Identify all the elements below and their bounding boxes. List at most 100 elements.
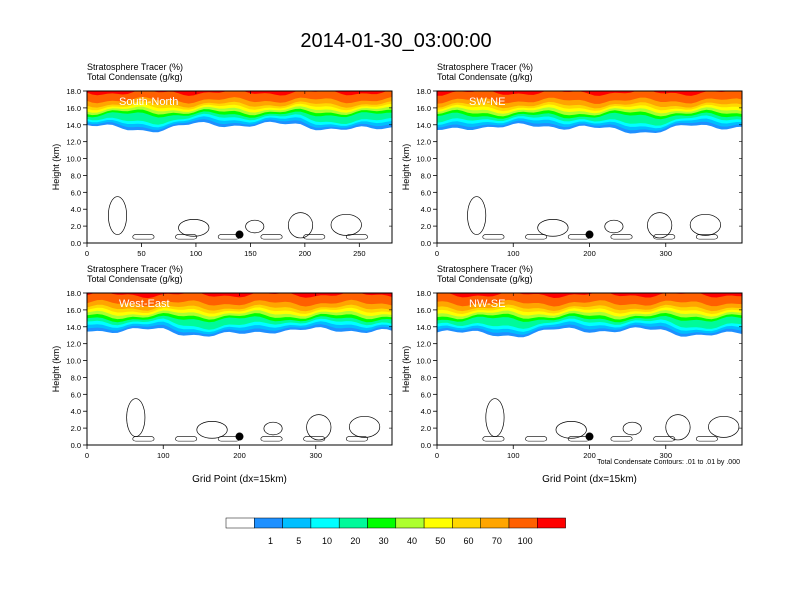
- x-tick-label: 100: [157, 451, 170, 460]
- panel-title-line2: Total Condensate (g/kg): [437, 274, 533, 284]
- panel-label: SW-NE: [469, 96, 505, 108]
- y-tick-label: 2.0: [71, 222, 81, 231]
- panel-south-north: South-North Stratosphere Tracer (%)Total …: [51, 62, 393, 258]
- y-tick-label: 8.0: [71, 171, 81, 180]
- x-tick-label: 100: [190, 249, 203, 258]
- y-tick-label: 0.0: [421, 239, 431, 248]
- colorbar-swatch: [423, 517, 453, 529]
- y-tick-label: 4.0: [421, 407, 431, 416]
- y-tick-label: 2.0: [421, 222, 431, 231]
- condensate-contour: [604, 219, 624, 234]
- colorbar-label: 60: [464, 536, 474, 546]
- plot-area: [87, 293, 392, 442]
- x-tick-label: 200: [583, 249, 596, 258]
- y-tick-label: 12.0: [416, 138, 431, 147]
- y-tick-label: 16.0: [416, 104, 431, 113]
- colorbar-swatch: [480, 517, 510, 529]
- y-tick-label: 18.0: [66, 289, 81, 298]
- tracer-band: [87, 91, 392, 104]
- plot-frame: [86, 90, 393, 244]
- condensate-contour: [132, 234, 155, 240]
- y-tick-label: 10.0: [66, 155, 81, 164]
- condensate-contour: [175, 436, 198, 442]
- condensate-contour: [260, 436, 283, 442]
- y-tick-label: 18.0: [416, 87, 431, 96]
- x-tick-label: 0: [85, 249, 89, 258]
- condensate-contour: [653, 436, 676, 442]
- y-axis-label: Height (km): [401, 346, 411, 393]
- colorbar-swatch: [225, 517, 255, 529]
- panel-west-east: West-East Stratosphere Tracer (%)Total Co…: [51, 264, 393, 485]
- x-tick-label: 150: [244, 249, 257, 258]
- y-axis-label: Height (km): [401, 144, 411, 191]
- y-tick-label: 6.0: [71, 390, 81, 399]
- condensate-contour: [485, 398, 505, 437]
- x-tick-label: 200: [299, 249, 312, 258]
- condensate-contour: [345, 436, 368, 442]
- condensate-contour: [708, 415, 740, 438]
- panel-sw-ne: SW-NE Stratosphere Tracer (%)Total Conden…: [401, 62, 743, 258]
- colorbar-swatch: [395, 517, 425, 529]
- colorbar-label: 10: [322, 536, 332, 546]
- panel-label: West-East: [119, 298, 170, 310]
- condensate-contour: [665, 414, 691, 441]
- y-tick-label: 6.0: [421, 390, 431, 399]
- panel-title-line1: Stratosphere Tracer (%): [437, 62, 533, 72]
- panel-title-line1: Stratosphere Tracer (%): [87, 264, 183, 274]
- y-tick-label: 4.0: [421, 205, 431, 214]
- x-axis-label: Grid Point (dx=15km): [192, 474, 287, 485]
- y-tick-label: 0.0: [71, 239, 81, 248]
- y-tick-label: 14.0: [66, 121, 81, 130]
- plot-area: [437, 91, 742, 240]
- colorbar-label: 70: [492, 536, 502, 546]
- x-tick-label: 200: [583, 451, 596, 460]
- condensate-contour: [263, 421, 283, 436]
- condensate-contour: [525, 234, 548, 240]
- colorbar-swatch: [452, 517, 481, 529]
- y-tick-label: 2.0: [71, 424, 81, 433]
- condensate-contour: [132, 436, 155, 442]
- colorbar-label: 50: [435, 536, 445, 546]
- condensate-contour: [482, 234, 505, 240]
- colorbar-swatch: [310, 517, 340, 529]
- location-marker: [235, 230, 244, 239]
- colorbar-label: 40: [407, 536, 417, 546]
- condensate-contour: [260, 234, 283, 240]
- condensate-contour: [306, 414, 332, 441]
- condensate-contour: [345, 234, 368, 240]
- colorbar-label: 20: [350, 536, 360, 546]
- condensate-contour: [695, 234, 718, 240]
- condensate-contour: [178, 219, 210, 237]
- location-marker: [585, 432, 594, 441]
- x-tick-label: 300: [659, 249, 672, 258]
- x-tick-label: 300: [309, 451, 322, 460]
- location-marker: [235, 432, 244, 441]
- x-tick-label: 0: [85, 451, 89, 460]
- figure-title: 2014-01-30_03:00:00: [300, 30, 492, 52]
- y-tick-label: 14.0: [416, 121, 431, 130]
- condensate-contour: [175, 234, 198, 240]
- location-marker: [585, 230, 594, 239]
- condensate-contour: [622, 421, 642, 436]
- condensate-contour: [107, 196, 127, 235]
- condensate-contour: [287, 212, 314, 239]
- y-tick-label: 4.0: [71, 205, 81, 214]
- panel-label: South-North: [119, 96, 178, 108]
- condensate-contour: [647, 212, 673, 239]
- condensate-contour: [245, 219, 265, 234]
- y-tick-label: 16.0: [66, 306, 81, 315]
- panel-title-line2: Total Condensate (g/kg): [87, 274, 183, 284]
- contour-note: Total Condensate Contours: .01 to .01 by…: [597, 459, 740, 466]
- condensate-contour: [555, 421, 587, 439]
- colorbar: 1 5 10 20 30 40 50 60 70 100: [225, 517, 566, 546]
- colorbar-label: 1: [268, 536, 273, 546]
- colorbar-swatch: [537, 517, 566, 529]
- colorbar-swatch: [254, 517, 283, 529]
- panel-title-line2: Total Condensate (g/kg): [437, 72, 533, 82]
- colorbar-label: 5: [296, 536, 301, 546]
- x-tick-label: 0: [435, 451, 439, 460]
- condensate-contour: [196, 421, 228, 439]
- y-tick-label: 8.0: [71, 373, 81, 382]
- x-tick-label: 250: [353, 249, 366, 258]
